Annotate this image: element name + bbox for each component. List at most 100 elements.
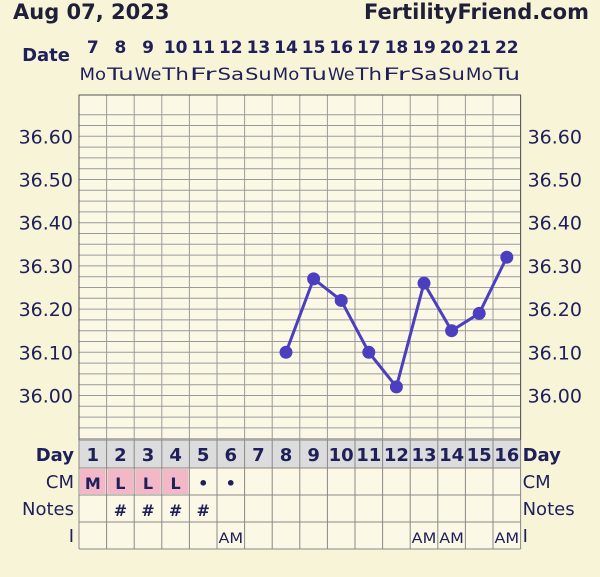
- weekday-label: Tu: [106, 65, 134, 85]
- temperature-point: [362, 345, 376, 359]
- y-tick-label-right: 36.20: [528, 299, 582, 321]
- day-row-label-right: Day: [523, 445, 562, 466]
- day-number: 9: [307, 445, 320, 466]
- weekday-label: Sa: [411, 65, 438, 85]
- temperature-point: [334, 293, 348, 307]
- cm-value: L: [170, 474, 180, 493]
- cm-value: •: [198, 474, 208, 493]
- date-label: 14: [274, 38, 298, 58]
- temperature-point: [417, 276, 431, 290]
- intercourse-value: AM: [412, 531, 437, 547]
- weekday-label: Mo: [466, 65, 493, 85]
- intercourse-row-label-right: I: [523, 526, 528, 547]
- day-number: 14: [439, 445, 464, 466]
- day-number: 11: [356, 445, 381, 466]
- date-label: 10: [164, 38, 188, 58]
- weekday-label: Mo: [273, 65, 300, 85]
- y-tick-label-right: 36.30: [528, 256, 582, 278]
- cm-row-label-right: CM: [523, 472, 551, 493]
- y-tick-label-left: 36.20: [19, 299, 73, 321]
- weekday-label: We: [328, 65, 355, 85]
- date-label: 19: [412, 38, 436, 58]
- y-tick-label-right: 36.10: [528, 342, 582, 364]
- weekday-label: Sa: [218, 65, 245, 85]
- intercourse-value: AM: [495, 531, 520, 547]
- day-number: 1: [87, 445, 100, 466]
- temperature-point: [279, 345, 293, 359]
- notes-value: #: [141, 501, 154, 520]
- date-label: 21: [467, 38, 491, 58]
- date-label: 11: [191, 38, 215, 58]
- y-tick-label-right: 36.50: [528, 170, 582, 192]
- y-tick-label-left: 36.40: [19, 213, 73, 235]
- temperature-point: [472, 306, 486, 320]
- site-name: FertilityFriend.com: [364, 0, 589, 24]
- day-number: 5: [197, 445, 210, 466]
- date-label: 7: [87, 38, 99, 58]
- temperature-point: [500, 250, 514, 264]
- notes-row-label-left: Notes: [22, 499, 74, 520]
- weekday-label: Th: [354, 65, 382, 85]
- date-label: 20: [440, 38, 464, 58]
- day-number: 6: [225, 445, 238, 466]
- notes-value: #: [114, 501, 127, 520]
- intercourse-value: AM: [219, 531, 244, 547]
- date-label: 18: [385, 38, 409, 58]
- date-label: 8: [114, 38, 126, 58]
- day-number: 12: [384, 445, 409, 466]
- notes-value: #: [169, 501, 182, 520]
- intercourse-row-label-left: I: [69, 526, 74, 547]
- cm-row-label-left: CM: [46, 472, 74, 493]
- weekday-label: Th: [161, 65, 189, 85]
- day-number: 15: [467, 445, 492, 466]
- weekday-label: Fr: [383, 65, 410, 85]
- day-number: 8: [280, 445, 293, 466]
- weekday-label: Fr: [190, 65, 217, 85]
- day-number: 7: [252, 445, 265, 466]
- notes-value: #: [196, 501, 209, 520]
- date-row-label: Date: [22, 45, 70, 66]
- weekday-label: Mo: [80, 65, 107, 85]
- weekday-label: Su: [245, 65, 272, 85]
- day-number: 4: [169, 445, 182, 466]
- chart-date: Aug 07, 2023: [13, 0, 170, 24]
- date-label: 17: [357, 38, 381, 58]
- date-label: 22: [495, 38, 519, 58]
- weekday-label: Tu: [492, 65, 520, 85]
- cm-highlight: [80, 469, 106, 494]
- y-tick-label-left: 36.60: [19, 126, 73, 148]
- cm-value: L: [115, 474, 125, 493]
- y-tick-label-right: 36.60: [528, 126, 582, 148]
- temperature-point: [445, 324, 459, 338]
- day-row-label-left: Day: [36, 445, 75, 466]
- y-tick-label-right: 36.40: [528, 213, 582, 235]
- weekday-label: Tu: [299, 65, 327, 85]
- date-label: 12: [219, 38, 243, 58]
- day-number: 16: [494, 445, 519, 466]
- day-number: 13: [411, 445, 436, 466]
- cm-highlight: [162, 469, 189, 494]
- y-tick-label-left: 36.00: [19, 386, 73, 408]
- weekday-label: We: [135, 65, 162, 85]
- date-label: 9: [142, 38, 154, 58]
- y-tick-label-left: 36.30: [19, 256, 73, 278]
- date-label: 15: [302, 38, 326, 58]
- temperature-point: [307, 272, 321, 286]
- cm-value: M: [85, 474, 101, 493]
- y-tick-label-left: 36.10: [19, 342, 73, 364]
- y-tick-label-left: 36.50: [19, 170, 73, 192]
- cm-value: L: [143, 474, 153, 493]
- date-label: 13: [247, 38, 271, 58]
- temperature-point: [389, 380, 403, 394]
- day-number: 3: [142, 445, 155, 466]
- day-number: 2: [114, 445, 127, 466]
- intercourse-value: AM: [439, 531, 464, 547]
- cm-highlight: [107, 469, 134, 494]
- cm-value: •: [226, 474, 236, 493]
- date-label: 16: [329, 38, 353, 58]
- weekday-label: Su: [438, 65, 465, 85]
- day-number: 10: [329, 445, 354, 466]
- y-tick-label-right: 36.00: [528, 386, 582, 408]
- notes-row-label-right: Notes: [523, 499, 575, 520]
